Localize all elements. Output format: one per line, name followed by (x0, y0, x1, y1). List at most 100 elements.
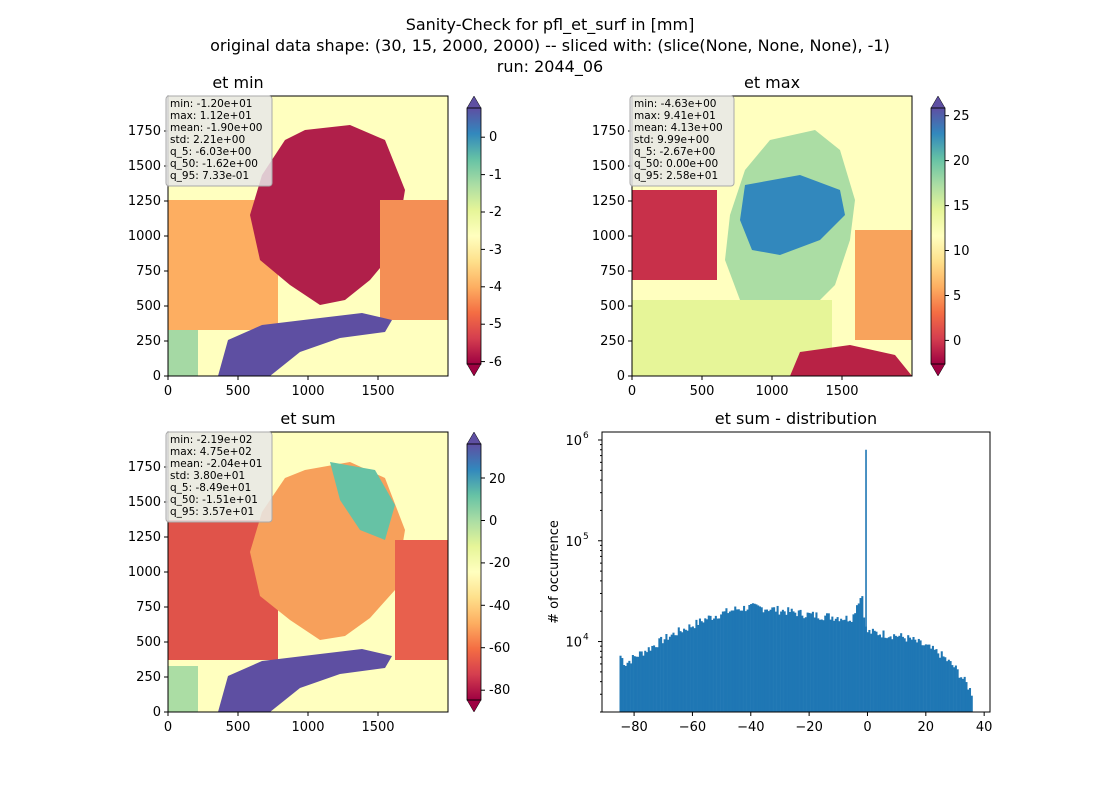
colorbar-tick-label: -40 (489, 599, 510, 614)
histogram-bar (891, 639, 894, 712)
histogram-bar (649, 650, 652, 712)
colorbar-tick-label: 15 (953, 199, 970, 214)
histogram-bar (916, 642, 919, 712)
y-tick-exponent: 5 (583, 532, 589, 542)
histogram-bar (661, 643, 664, 712)
histogram-bar (778, 614, 781, 712)
histogram-bar (884, 637, 887, 712)
histogram-bar (926, 644, 929, 712)
x-tick-label: 1000 (291, 384, 324, 399)
heatmap-region-east (855, 230, 912, 340)
histogram-bar (693, 628, 696, 712)
histogram-bar (702, 622, 705, 712)
y-tick-label: 250 (136, 670, 161, 685)
histogram-bar (767, 611, 770, 712)
histogram-bar (801, 615, 804, 712)
y-tick-label: 500 (136, 635, 161, 650)
colorbar-frame (930, 107, 946, 365)
histogram-bar (743, 605, 746, 712)
y-tick-label: 10 (565, 636, 582, 651)
x-tick-label: −60 (679, 720, 706, 735)
y-tick-label: 0 (153, 369, 161, 384)
histogram-bar (861, 596, 864, 712)
panel-et-sum-distribution: et sum - distribution −80 −60 −40 −20 0 20 40 … (547, 409, 992, 735)
heatmap-region-east (395, 540, 448, 660)
colorbar-extend-max (466, 95, 482, 109)
histogram-bar (905, 641, 908, 712)
histogram-bar (670, 634, 673, 712)
histogram-bar (691, 626, 694, 712)
x-tick-label: 1500 (825, 384, 858, 399)
histogram-bar (785, 614, 788, 712)
histogram-bar (880, 637, 883, 712)
colorbar-frame (466, 443, 482, 701)
colorbar-tick-label: 0 (953, 334, 961, 349)
histogram-bar (808, 612, 811, 712)
suptitle-line-3: run: 2044_06 (497, 57, 603, 77)
x-tick-label: 0 (164, 384, 172, 399)
histogram-bar (903, 638, 906, 712)
histogram-bar (852, 614, 855, 712)
y-tick-label: 10 (565, 535, 582, 550)
histogram-bar (720, 614, 723, 712)
x-axis: 0 500 1000 1500 (164, 712, 395, 735)
x-tick-label: 1000 (755, 384, 788, 399)
heatmap-region-southeast (790, 345, 912, 376)
histogram-bar (728, 611, 731, 712)
x-tick-label: 20 (918, 720, 935, 735)
stats-box-background (165, 431, 273, 523)
x-tick-label: 40 (976, 720, 993, 735)
histogram-bar (762, 612, 765, 712)
histogram-bar (794, 612, 797, 712)
colorbar-tick-label: -60 (489, 641, 510, 656)
histogram-bar (707, 615, 710, 712)
y-tick-label: 250 (600, 334, 625, 349)
stats-line: max: 9.41e+01 (634, 110, 716, 122)
panel-title: et sum (280, 409, 335, 428)
y-tick-label: 1250 (128, 530, 161, 545)
histogram-bar (838, 621, 841, 712)
x-tick-label: −40 (737, 720, 764, 735)
histogram-bar (647, 647, 650, 712)
y-tick-label: 0 (617, 369, 625, 384)
histogram-bar (882, 630, 885, 712)
y-tick-exponent: 6 (583, 431, 589, 441)
histogram-bar (820, 619, 823, 712)
stats-box: min: -1.20e+01 max: 1.12e+01 mean: -1.90… (165, 95, 273, 187)
histogram-bar (651, 645, 654, 712)
histogram-bar (811, 611, 814, 712)
histogram-bar (640, 651, 643, 712)
y-tick-label: 1750 (592, 124, 625, 139)
histogram-bar (931, 645, 934, 712)
colorbar-tick-label: 0 (489, 130, 497, 145)
suptitle-line-1: Sanity-Check for pfl_et_surf in [mm] (406, 15, 695, 35)
histogram-bar (826, 613, 829, 712)
histogram-bar (859, 598, 862, 712)
histogram-bar (818, 619, 821, 712)
heatmap-region-germany-high (740, 175, 845, 255)
histogram-bar (958, 677, 961, 712)
heatmap-image (168, 96, 448, 376)
histogram-bar (935, 649, 938, 712)
histogram-bar (656, 647, 659, 712)
histogram-bar (635, 656, 638, 712)
histogram-bar (815, 612, 818, 712)
y-tick-label: 1500 (592, 159, 625, 174)
y-tick-label: 1750 (128, 460, 161, 475)
histogram-bar (638, 651, 641, 712)
histogram-bar (714, 615, 717, 712)
heatmap-region-alps (218, 649, 392, 712)
x-tick-label: 1500 (361, 720, 394, 735)
stats-line: min: -2.19e+02 (170, 434, 252, 446)
histogram-bar (877, 635, 880, 712)
histogram-bar (730, 610, 733, 712)
histogram-bar (834, 618, 837, 712)
histogram-bar (912, 636, 915, 712)
histogram-bar (963, 676, 966, 712)
histogram-bar (744, 611, 747, 712)
histogram-bar (690, 627, 693, 712)
colorbar-tick-label: -2 (489, 205, 502, 220)
heatmap-region-germany (250, 125, 405, 305)
x-axis: 0 500 1000 1500 (164, 376, 395, 399)
